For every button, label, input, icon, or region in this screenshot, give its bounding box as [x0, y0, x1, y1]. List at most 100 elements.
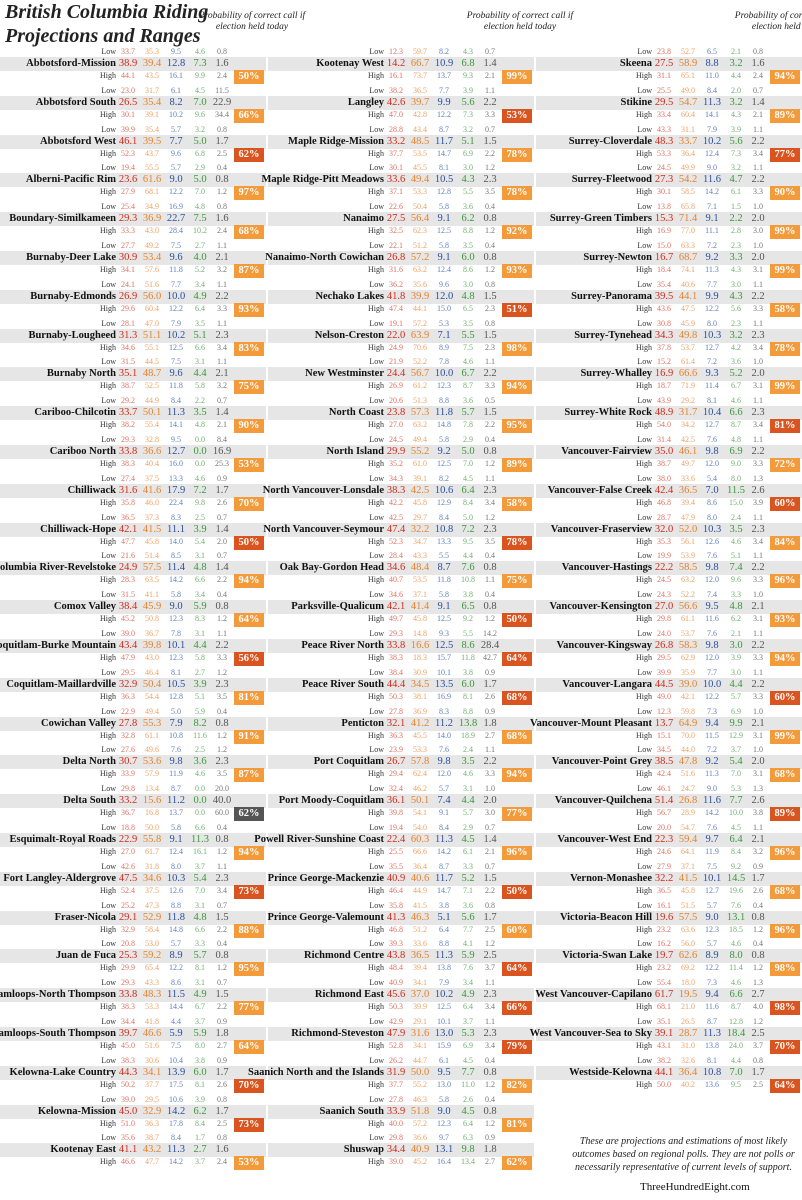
range-label: High: [100, 381, 116, 391]
party-value: 29.8: [121, 784, 135, 794]
riding-row-high: High 68.1 21.0 11.6 8.7 4.0: [536, 1002, 802, 1012]
party-value: 27.0: [654, 601, 674, 613]
riding-row-low: Low 34.3 39.1 8.2 4.5 1.1: [268, 474, 534, 484]
riding-block: Low 27.6 49.6 7.6 2.5 1.2 Delta North 30.7 53.6 9…: [0, 742, 266, 783]
riding-name: Maple Ridge-Pitt Meadows: [261, 174, 384, 186]
party-value: 11.7: [435, 872, 453, 884]
party-value: 3.0: [753, 226, 763, 236]
party-value: 0.8: [217, 202, 227, 212]
party-value: 1.0: [753, 202, 763, 212]
range-label: Low: [369, 202, 384, 212]
party-value: 7.7: [169, 135, 183, 147]
party-value: 7.2: [193, 484, 207, 496]
party-value: 42.1: [681, 691, 695, 701]
riding-block: Low 28.8 43.4 8.7 3.2 0.7 Maple Ridge-Mission 3…: [268, 122, 534, 162]
party-value: 61.7: [654, 989, 674, 1001]
riding-name: Surrey-Panorama: [571, 290, 652, 302]
riding-name: Delta North: [62, 756, 116, 768]
range-label: High: [636, 963, 652, 973]
range-label: Low: [369, 590, 384, 600]
party-value: 38.2: [389, 85, 403, 95]
riding-row-high: High 47.9 43.0 12.3 5.8 3.3: [0, 653, 266, 663]
riding-row-high: High 37.7 55.2 13.0 11.0 1.2: [268, 1080, 534, 1090]
range-label: Low: [637, 784, 652, 794]
party-value: 32.4: [389, 784, 403, 794]
party-value: 2.3: [215, 329, 229, 341]
riding-name: Richmond East: [314, 989, 384, 1001]
party-value: 46.3: [413, 1094, 427, 1104]
party-value: 13.0: [437, 1079, 451, 1089]
party-value: 3.3: [753, 653, 763, 662]
party-value: 7.2: [707, 745, 717, 755]
party-value: 5.8: [439, 435, 449, 444]
party-value: 4.8: [461, 290, 475, 302]
party-value: 2.1: [485, 847, 495, 856]
riding-row-low: Low 34.5 44.0 7.2 3.7 1.0: [536, 745, 802, 755]
party-value: 2.7: [195, 667, 205, 677]
party-value: 29.5: [654, 96, 674, 108]
party-value: 22.2: [654, 562, 674, 574]
riding-name: Maple Ridge-Mission: [288, 135, 384, 147]
party-value: 51.1: [142, 329, 162, 341]
party-value: 3.3: [217, 653, 227, 662]
party-value: 29.2: [681, 396, 695, 406]
party-value: 1.1: [485, 85, 495, 95]
riding-row-low: Low 38.2 36.5 7.7 3.9 1.1: [268, 86, 534, 96]
party-value: 3.4: [753, 342, 763, 352]
party-value: 5.7: [463, 808, 473, 818]
party-value: 20.8: [121, 939, 135, 949]
party-value: 44.5: [654, 678, 674, 690]
party-value: 3.2: [195, 124, 205, 134]
probability-badge: 83%: [234, 341, 264, 356]
party-value: 9.0: [437, 1105, 451, 1117]
riding-name: Delta South: [63, 795, 116, 807]
party-value: 3.7: [731, 745, 741, 755]
riding-row-low: Low 30.1 45.5 8.1 3.0 1.2: [268, 163, 534, 173]
range-label: High: [368, 71, 384, 80]
riding-block: Low 39.3 33.6 8.8 4.1 1.2 Richmond Centre 43.8 3…: [268, 936, 534, 977]
party-value: 5.3: [731, 784, 741, 794]
range-label: High: [636, 265, 652, 274]
party-value: 54.0: [657, 420, 671, 430]
probability-badge: 95%: [502, 419, 532, 434]
party-value: 55.5: [145, 163, 159, 173]
riding-name: Vancouver-Hastings: [561, 562, 652, 574]
party-value: 2.2: [485, 885, 495, 895]
party-value: 57.9: [145, 769, 159, 779]
party-value: 3.1: [753, 265, 763, 274]
party-value: 12.5: [437, 459, 451, 468]
party-value: 7.8: [171, 629, 181, 638]
riding-name: Burnaby-Lougheed: [28, 329, 116, 341]
party-value: 11.6: [705, 1002, 719, 1012]
riding-block: Low 34.4 41.8 4.4 3.7 0.9 Kamloops-South Thomp…: [0, 1014, 266, 1054]
party-value: 1.6: [215, 58, 229, 69]
party-value: 42.4: [654, 484, 674, 496]
party-value: 6.5: [463, 303, 473, 313]
range-label: High: [100, 1157, 116, 1167]
riding-row-high: High 46.8 51.2 6.4 7.7 2.5: [268, 925, 534, 935]
party-value: 0.4: [753, 939, 763, 949]
riding-row-high: High 15.1 70.0 11.5 12.9 3.1: [536, 731, 802, 741]
party-value: 4.8: [193, 911, 207, 923]
party-value: 0.4: [485, 202, 495, 212]
range-label: Low: [101, 667, 116, 677]
party-value: 21.9: [389, 357, 403, 367]
party-value: 36.5: [410, 950, 430, 962]
riding-block: Low 40.9 34.1 7.9 3.4 1.1 Richmond East 45.6 37.…: [268, 975, 534, 1016]
riding-row-low: Low 36.2 35.6 9.6 3.0 0.8: [268, 280, 534, 290]
party-value: 43.3: [413, 551, 427, 561]
range-label: High: [368, 808, 384, 818]
range-label: Low: [101, 473, 116, 483]
party-value: 26.5: [118, 96, 138, 108]
party-value: 32.6: [681, 1055, 695, 1065]
party-value: 7.0: [195, 885, 205, 895]
party-value: 33.4: [657, 109, 671, 119]
party-value: 6.1: [439, 1055, 449, 1065]
probability-badge: 96%: [770, 923, 800, 938]
riding-row-high: High 44.1 43.5 16.1 9.9 2.4: [0, 71, 266, 81]
party-value: 2.0: [751, 368, 765, 380]
party-value: 32.2: [654, 872, 674, 884]
party-value: 2.2: [485, 148, 495, 158]
riding-row-high: High 31.1 65.1 11.0 4.4 2.4: [536, 71, 802, 81]
party-value: 29.2: [121, 396, 135, 406]
